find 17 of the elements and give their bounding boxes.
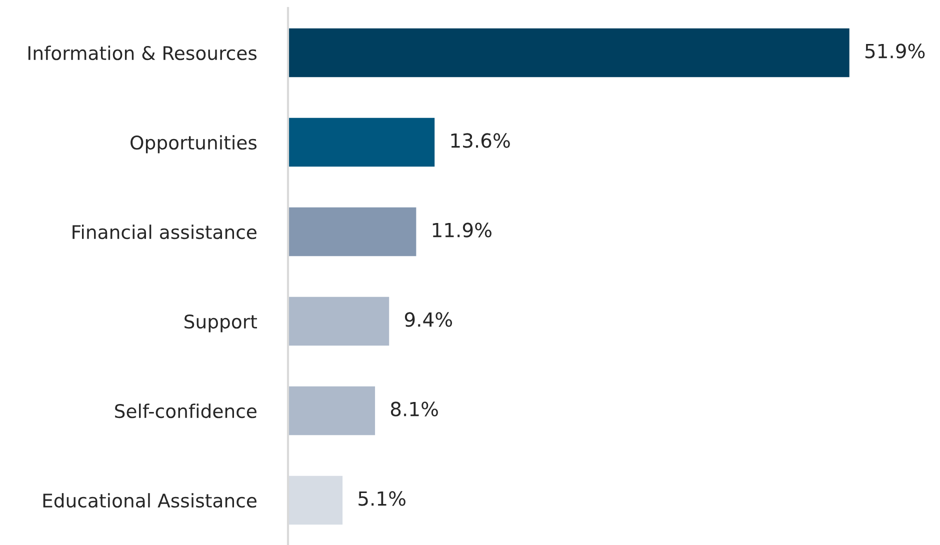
- y-tick-label: Support: [184, 314, 257, 332]
- data-label: 5.1%: [358, 491, 406, 506]
- bar: [288, 206, 418, 258]
- y-tick-label: Educational Assistance: [43, 493, 256, 508]
- data-label: 9.4%: [404, 312, 452, 327]
- y-tick-label: Financial assistance: [72, 224, 256, 240]
- bar: [288, 384, 376, 437]
- data-label: 13.6%: [451, 133, 510, 148]
- y-tick-label: Information & Resources: [28, 46, 257, 60]
- y-tick-label: Self-confidence: [115, 404, 256, 418]
- data-label: 51.9%: [865, 44, 925, 58]
- bar: [288, 116, 436, 168]
- bar: [288, 295, 390, 348]
- bar: [288, 26, 851, 79]
- data-label: 8.1%: [390, 402, 438, 416]
- data-label: 11.9%: [432, 222, 492, 238]
- y-tick-label: Opportunities: [130, 135, 257, 154]
